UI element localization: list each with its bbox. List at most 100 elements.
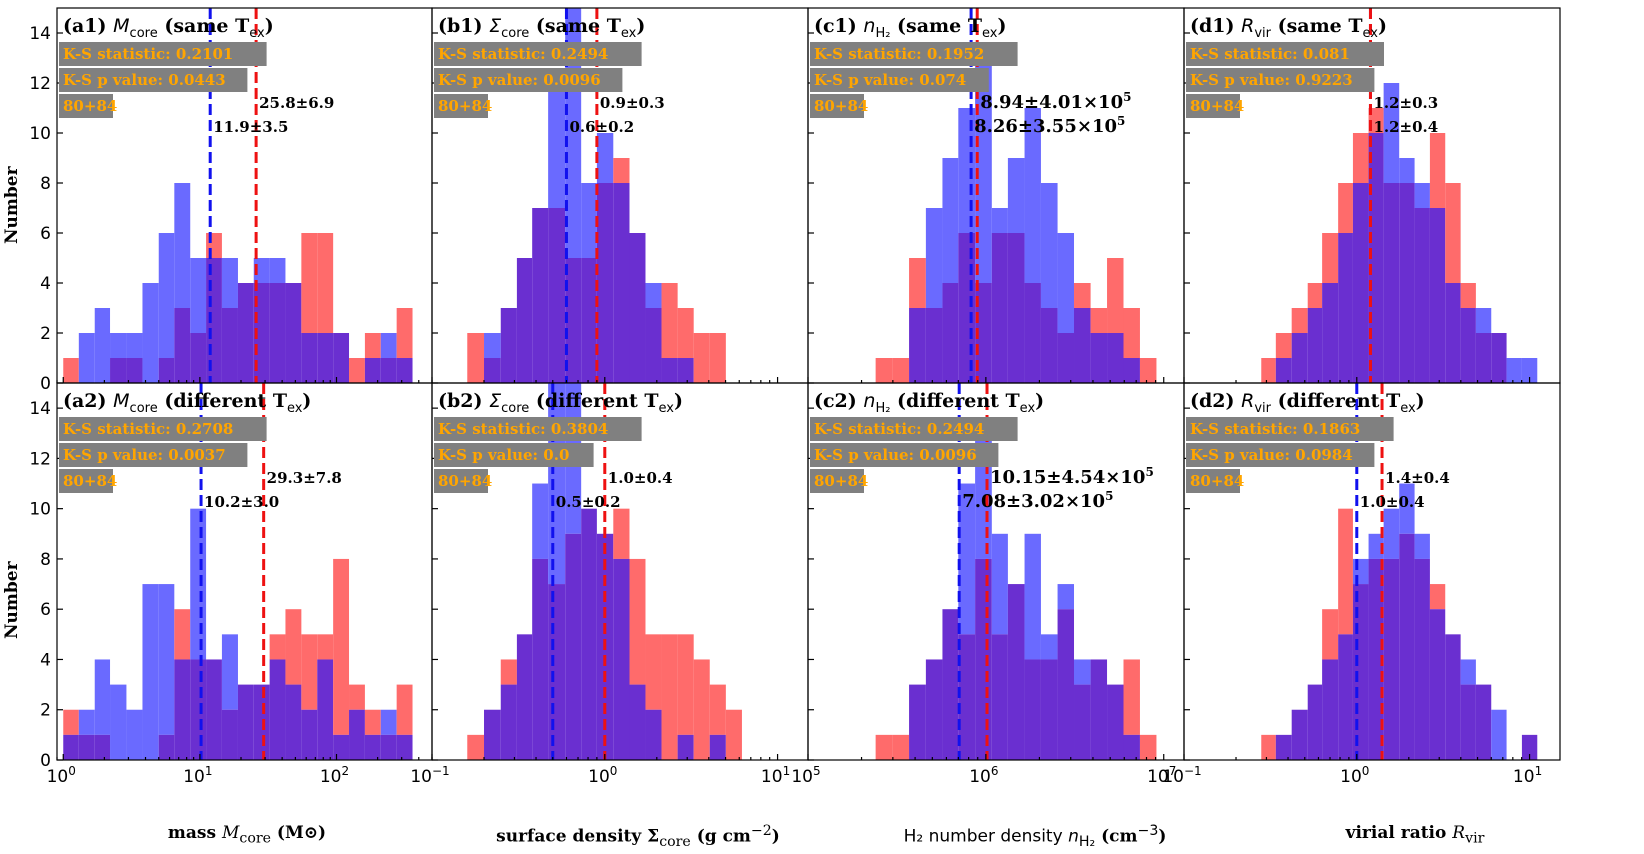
- overlap-bar: [206, 659, 222, 760]
- panel-d2: 10−1 100 101(d2) Rvir (different Tex)K-S s…: [1162, 382, 1561, 787]
- overlap-bar: [548, 208, 566, 383]
- overlap-bar: [958, 634, 976, 760]
- blue-bar: [1007, 158, 1025, 233]
- overlap-bar: [380, 358, 397, 383]
- x-tick-exponent: 0: [68, 764, 76, 778]
- blue-bar: [253, 258, 270, 283]
- sample-count-label: 80+84: [814, 97, 868, 115]
- overlap-bar: [158, 734, 175, 760]
- blue-bar: [1352, 558, 1369, 585]
- blue-bar: [1024, 533, 1041, 660]
- sample-count-label: 80+84: [438, 472, 492, 490]
- overlap-bar: [380, 734, 397, 760]
- overlap-bar: [1338, 634, 1353, 760]
- blue-bar: [1475, 308, 1492, 333]
- panel-title: (a2) Mcore (different Tex): [63, 390, 311, 416]
- blue-bar: [1040, 183, 1058, 308]
- overlap-bar: [677, 734, 694, 760]
- plot-area: [63, 383, 413, 760]
- ks-statistic-label: K-S statistic: 0.081: [1190, 45, 1350, 63]
- panel-title: (a1) Mcore (same Tex): [63, 15, 274, 41]
- blue-bar: [126, 709, 143, 760]
- title-part: ): [302, 390, 311, 412]
- blue-bar: [581, 183, 597, 258]
- overlap-bar: [1107, 333, 1124, 383]
- overlap-bar: [396, 358, 413, 383]
- overlap-bar: [532, 208, 549, 383]
- sample-count-label: 80+84: [63, 97, 117, 115]
- ks-box: [1186, 469, 1240, 493]
- overlap-bar: [1275, 358, 1292, 383]
- overlap-bar: [285, 283, 302, 383]
- blue-mean-value-label: 7.08±3.02×105: [962, 489, 1113, 512]
- x-axis-label-virial-ratio: virial ratio Rvir: [1345, 823, 1485, 847]
- red-bar: [467, 734, 485, 760]
- title-part: R: [1241, 390, 1254, 412]
- overlap-bar: [532, 558, 549, 760]
- red-bar: [364, 333, 381, 358]
- overlap-bar: [1123, 734, 1140, 760]
- overlap-bar: [581, 508, 597, 760]
- y-tick-label: 6: [40, 224, 51, 244]
- x-tick-exponent: 0: [610, 764, 618, 778]
- red-bar: [349, 684, 365, 710]
- blue-bar: [142, 584, 159, 760]
- overlap-bar: [63, 734, 79, 760]
- blue-bar: [126, 333, 143, 358]
- overlap-bar: [158, 358, 175, 383]
- plot-area: [875, 383, 1157, 760]
- red-bar: [349, 358, 365, 383]
- label-exponent: 5: [1117, 114, 1125, 128]
- red-bar: [909, 258, 926, 308]
- ks-p-value-label: K-S p value: 0.0: [438, 446, 569, 464]
- y-tick-label: 4: [40, 274, 51, 294]
- overlap-bar: [221, 709, 238, 760]
- red-bar: [1275, 333, 1292, 358]
- blue-bar: [1414, 533, 1430, 559]
- overlap-bar: [1007, 233, 1025, 383]
- blue-bar: [221, 634, 238, 710]
- label-exponent: 5: [1105, 489, 1113, 503]
- blue-bar: [532, 483, 549, 559]
- red-bar: [1261, 358, 1276, 383]
- blue-bar: [380, 709, 397, 735]
- overlap-bar: [1291, 333, 1308, 383]
- x-tick-label: 100: [47, 764, 76, 787]
- overlap-bar: [269, 283, 286, 383]
- blue-bar: [484, 333, 501, 358]
- title-part: ex: [249, 26, 265, 41]
- x-tick-label: 100: [588, 764, 617, 787]
- overlap-bar: [190, 333, 207, 383]
- blue-bar: [1414, 183, 1430, 208]
- red-bar: [1291, 308, 1308, 333]
- overlap-bar: [942, 609, 959, 760]
- ks-box: [434, 469, 488, 493]
- title-part: (different T: [529, 390, 658, 412]
- blue-mean-value-label: 8.26±3.55×105: [974, 114, 1125, 137]
- red-bar: [317, 233, 334, 333]
- x-tick-label: 10−1: [410, 764, 449, 787]
- red-mean-value-label: 0.9±0.3: [600, 94, 665, 112]
- blue-bar: [1521, 358, 1538, 383]
- overlap-bar: [581, 258, 597, 383]
- title-part: core: [130, 26, 158, 41]
- ks-box: [434, 42, 642, 66]
- red-mean-value-label: 25.8±6.9: [259, 94, 334, 112]
- plot-area: [1261, 383, 1538, 760]
- overlap-bar: [301, 333, 318, 383]
- y-tick-label: 10: [29, 500, 51, 520]
- red-mean-value-label: 1.4±0.4: [1385, 469, 1450, 487]
- overlap-bar: [1368, 133, 1384, 383]
- red-bar: [677, 308, 694, 358]
- panel-title: (d2) Rvir (different Tex): [1190, 390, 1425, 416]
- overlap-bar: [1307, 308, 1323, 383]
- red-bar: [301, 634, 318, 710]
- red-bar: [875, 734, 893, 760]
- label-exponent: 5: [1123, 90, 1131, 104]
- ks-p-value-label: K-S p value: 0.074: [814, 71, 966, 89]
- panel-d1: (d1) Rvir (same Tex) K-S statistic: 0.081…: [1183, 7, 1561, 384]
- overlap-bar: [1275, 734, 1292, 760]
- ks-box: [59, 469, 113, 493]
- blue-bar: [1040, 634, 1058, 660]
- title-part: ): [636, 15, 645, 37]
